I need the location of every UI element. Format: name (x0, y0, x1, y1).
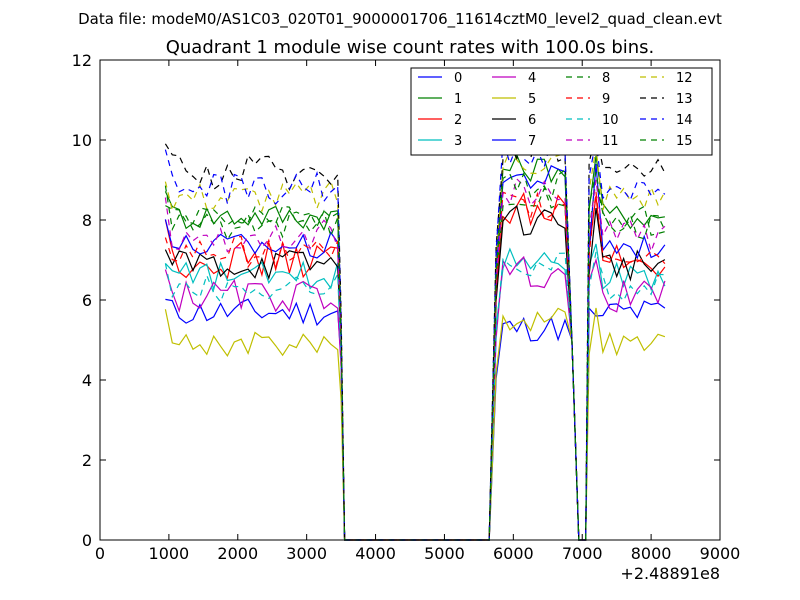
legend-label-3: 3 (454, 134, 462, 149)
x-tick-label: 4000 (355, 544, 396, 563)
x-tick-label: 7000 (562, 544, 603, 563)
series-line-13 (164, 131, 666, 541)
legend-label-0: 0 (454, 71, 462, 86)
legend-label-10: 10 (602, 113, 619, 128)
x-offset-label: +2.48891e8 (620, 564, 720, 583)
x-tick-label: 3000 (286, 544, 327, 563)
y-tick-label: 0 (82, 531, 92, 550)
chart-title: Quadrant 1 module wise count rates with … (166, 37, 655, 58)
legend-frame (410, 67, 713, 156)
x-tick-label: 5000 (424, 544, 465, 563)
legend-label-5: 5 (528, 92, 536, 107)
legend-label-15: 15 (676, 134, 693, 149)
y-tick-label: 12 (72, 51, 92, 70)
legend-label-2: 2 (454, 113, 462, 128)
legend-label-12: 12 (676, 71, 693, 86)
x-tick-label: 9000 (700, 544, 741, 563)
x-tick-label: 1000 (149, 544, 190, 563)
legend-label-13: 13 (676, 92, 693, 107)
y-tick-label: 4 (82, 371, 92, 390)
series-line-11 (164, 177, 666, 541)
legend-label-7: 7 (528, 134, 536, 149)
legend-label-6: 6 (528, 113, 536, 128)
x-tick-label: 2000 (217, 544, 258, 563)
legend-label-11: 11 (602, 134, 619, 149)
y-tick-label: 6 (82, 291, 92, 310)
y-tick-label: 8 (82, 211, 92, 230)
x-tick-label: 0 (95, 544, 105, 563)
ticks-layer: 0 1000 2000 3000 4000 5000 6000 7000 8000 9000 0 2 4… (72, 51, 741, 563)
x-tick-label: 8000 (631, 544, 672, 563)
legend-label-9: 9 (602, 92, 610, 107)
data-file-header: Data file: modeM0/AS1C03_020T01_90000017… (78, 10, 722, 29)
legend-label-8: 8 (602, 71, 610, 86)
legend-label-4: 4 (528, 71, 536, 86)
y-tick-label: 10 (72, 131, 92, 150)
series-line-10 (164, 251, 665, 541)
x-tick-label: 6000 (493, 544, 534, 563)
legend-label-1: 1 (454, 92, 462, 107)
legend-label-14: 14 (676, 113, 693, 128)
y-tick-label: 2 (82, 451, 92, 470)
